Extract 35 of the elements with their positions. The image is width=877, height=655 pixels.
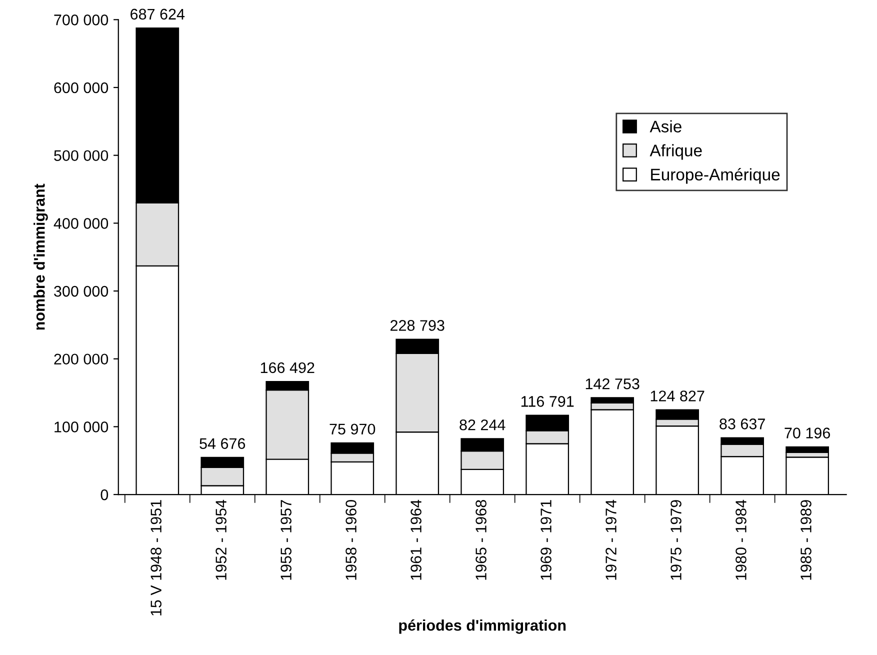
total-label: 166 492 bbox=[260, 362, 314, 374]
x-tick-label: 1969 - 1971 bbox=[540, 500, 552, 580]
x-tick-label: 1965 - 1968 bbox=[476, 500, 486, 580]
y-tick-label: 500 000 bbox=[54, 150, 108, 162]
y-tick-label: 700 000 bbox=[54, 14, 108, 26]
legend-label: Afrique bbox=[650, 144, 702, 160]
total-label: 687 624 bbox=[130, 8, 185, 20]
x-tick-label: 1955 - 1957 bbox=[280, 500, 292, 580]
total-label: 70 196 bbox=[784, 428, 830, 438]
y-tick-label: 200 000 bbox=[54, 354, 108, 365]
total-label: 83 637 bbox=[720, 418, 765, 430]
x-tick-label: 1961 - 1964 bbox=[410, 500, 422, 580]
y-axis-title: nombre d'immigrant bbox=[34, 184, 48, 330]
x-tick-label: 15 V 1948 - 1951 bbox=[150, 500, 162, 616]
y-tick-label: 100 000 bbox=[54, 422, 108, 432]
x-tick-label: 1985 - 1989 bbox=[800, 500, 812, 580]
total-label: 124 827 bbox=[650, 390, 704, 402]
x-tick-label: 1980 - 1984 bbox=[736, 500, 746, 580]
total-label: 75 970 bbox=[330, 424, 376, 435]
y-tick-label: 0 bbox=[100, 489, 108, 500]
y-tick-label: 600 000 bbox=[54, 82, 108, 94]
legend-label: Europe-Amérique bbox=[651, 168, 780, 184]
y-tick-label: 300 000 bbox=[54, 286, 108, 297]
legend-label: Asie bbox=[650, 120, 682, 132]
x-tick-label: 1952 - 1954 bbox=[216, 500, 226, 580]
total-label: 228 793 bbox=[390, 320, 444, 331]
x-tick-label: 1958 - 1960 bbox=[346, 500, 356, 580]
y-tick-label: 400 000 bbox=[54, 218, 108, 229]
x-tick-label: 1972 - 1974 bbox=[606, 500, 616, 580]
total-label: 142 753 bbox=[586, 378, 640, 390]
x-tick-label: 1975 - 1979 bbox=[670, 500, 682, 580]
total-label: 116 791 bbox=[521, 396, 574, 407]
total-label: 54 676 bbox=[200, 438, 246, 449]
total-label: 82 244 bbox=[460, 419, 506, 430]
x-axis-title: périodes d'immigration bbox=[399, 619, 566, 634]
